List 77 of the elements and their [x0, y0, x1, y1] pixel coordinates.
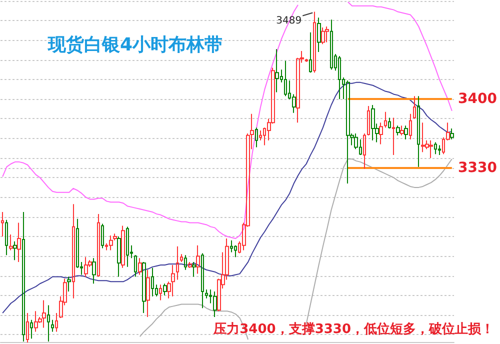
candlestick [317, 17, 321, 53]
candlestick [404, 125, 408, 140]
candlestick [325, 26, 329, 43]
candlestick [30, 319, 33, 340]
candlestick [176, 246, 179, 280]
candlestick [159, 284, 162, 301]
candlestick [313, 11, 316, 74]
candlestick [1, 211, 4, 238]
candlestick [184, 254, 187, 270]
candlestick [151, 267, 154, 297]
candlestick [138, 258, 142, 276]
candlestick [51, 319, 54, 332]
candlestick [255, 127, 258, 148]
candlestick [284, 60, 287, 97]
candlestick [67, 276, 71, 292]
candlestick [17, 222, 21, 263]
candlestick [388, 117, 391, 130]
candlestick [26, 312, 29, 343]
candlestick [163, 283, 167, 296]
candlestick [84, 256, 88, 278]
candlestick [384, 111, 387, 128]
candlestick [109, 235, 113, 251]
candlestick [13, 240, 17, 261]
candlestick [413, 96, 416, 120]
candlestick [400, 125, 404, 136]
candlestick [192, 262, 196, 278]
candlestick [205, 289, 208, 299]
candlestick [196, 244, 200, 274]
candlestick [371, 104, 375, 141]
candlestick [180, 254, 183, 263]
candlestick [309, 32, 312, 74]
y-tick-label: 3330 [458, 160, 498, 176]
y-tick-label: 3400 [458, 91, 498, 108]
candlestick [22, 211, 25, 342]
candlestick [142, 262, 146, 314]
candlestick [409, 113, 412, 140]
candlestick [201, 252, 204, 309]
candlestick [42, 300, 46, 328]
line-series [2, 82, 452, 314]
candlestick [321, 26, 325, 45]
candlestick [72, 204, 75, 299]
candlestick [450, 128, 454, 140]
annotation: 压力3400，支撑3330，低位短多，破位止损！ [212, 322, 494, 337]
candlestick [117, 236, 121, 278]
candlestick [234, 244, 237, 258]
candlestick [121, 225, 125, 268]
candlestick [417, 96, 420, 168]
candlestick [434, 142, 437, 155]
candlestick [171, 264, 175, 297]
candlestick [213, 290, 217, 318]
candlestick [126, 226, 129, 268]
candlestick [34, 310, 38, 332]
candlestick [367, 105, 370, 136]
candlestick [363, 132, 366, 170]
candlestick [134, 254, 137, 278]
candlestick [188, 262, 192, 268]
candlestick [379, 122, 383, 145]
candlestick [92, 258, 96, 284]
candlestick [338, 55, 341, 100]
candlestick [346, 80, 350, 184]
candlestick [330, 19, 333, 70]
candlestick [55, 312, 58, 332]
candlestick [259, 130, 262, 141]
candlestick [396, 125, 400, 136]
candlestick [47, 304, 50, 342]
candlestick [438, 144, 441, 156]
candlestick [429, 140, 433, 158]
candlestick [275, 48, 279, 93]
candlestick [392, 117, 395, 156]
text: 现货白银4小时布林带 [47, 34, 223, 56]
candlestick [230, 240, 233, 253]
candlestick [101, 223, 104, 249]
candlestick [5, 219, 8, 256]
candlestick [146, 269, 150, 318]
candlestick [97, 213, 100, 278]
candlestick [9, 234, 13, 251]
candlestick [421, 122, 425, 153]
